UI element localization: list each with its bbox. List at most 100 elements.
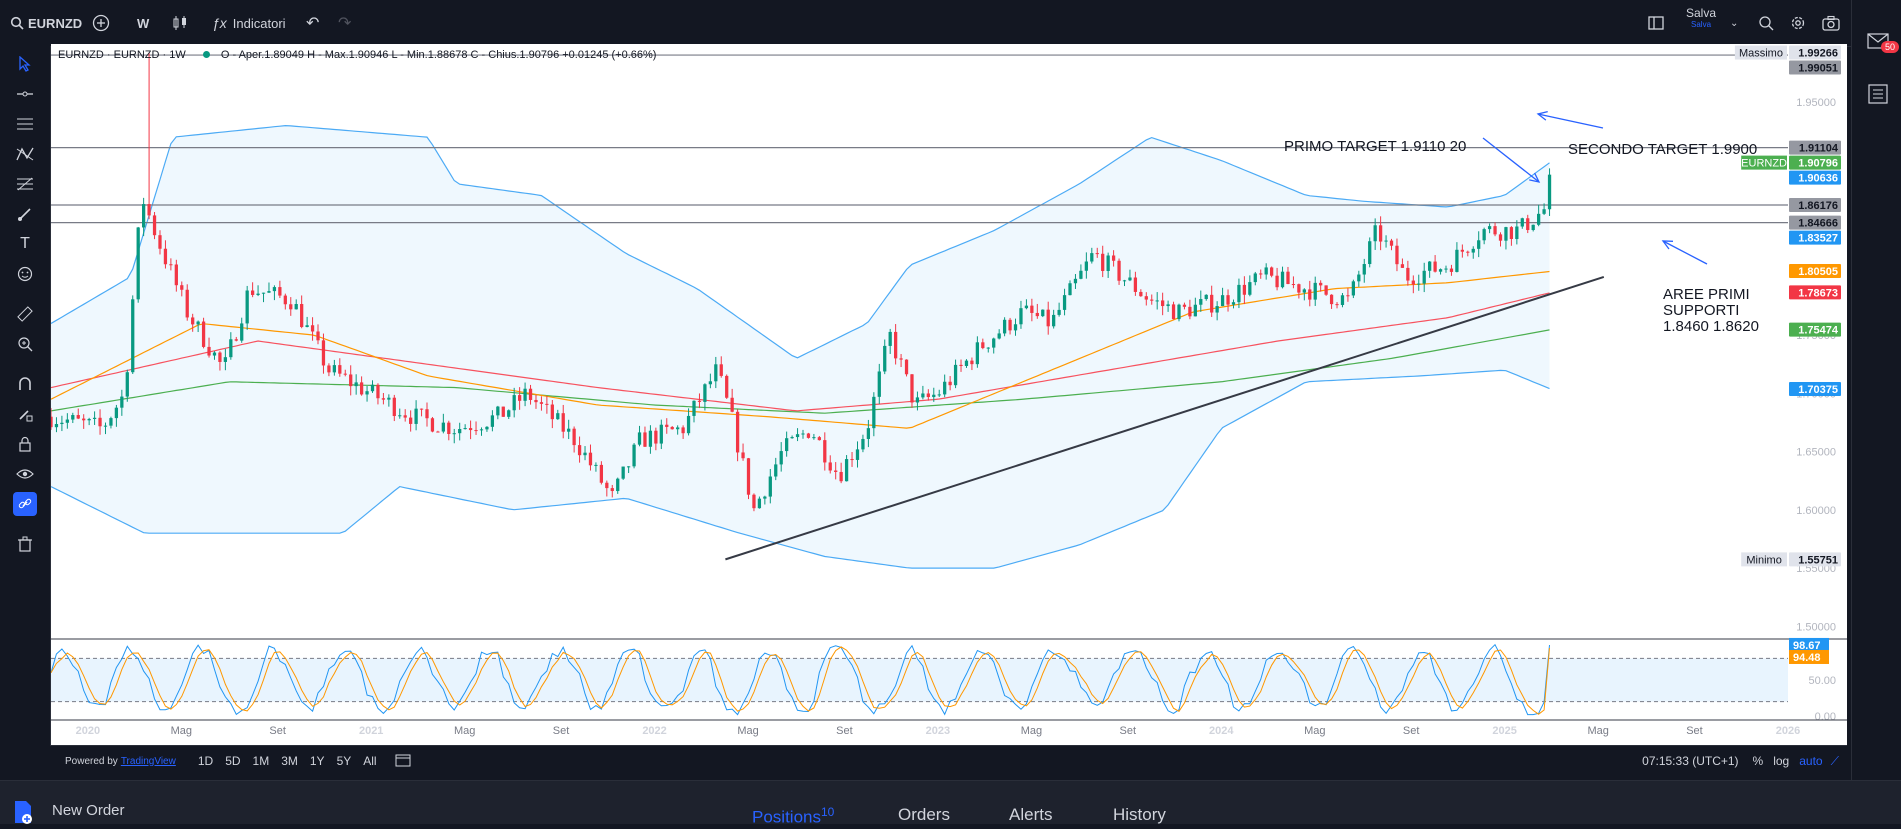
range-1y[interactable]: 1Y <box>309 754 325 768</box>
undo-button[interactable]: ↶ <box>306 12 319 34</box>
tab-alerts[interactable]: Alerts <box>1009 805 1053 824</box>
candle-106 <box>626 466 631 468</box>
arrow-secondo-head <box>1536 111 1548 121</box>
chart-type-button[interactable] <box>172 12 188 34</box>
lock-tool[interactable] <box>13 432 37 456</box>
ruler-tool[interactable] <box>13 302 37 326</box>
tab-history[interactable]: History <box>1113 805 1166 824</box>
snapshot-button[interactable] <box>1822 12 1840 34</box>
candle-116 <box>681 427 685 434</box>
price-chart[interactable]: PRIMO TARGET 1.9110 20 SECONDO TARGET 1.9… <box>51 44 1847 745</box>
quick-search-icon <box>1759 16 1774 31</box>
candle-157 <box>904 359 909 375</box>
candle-165 <box>948 381 952 386</box>
range-1d[interactable]: 1D <box>197 754 214 768</box>
candle-236 <box>1335 304 1339 306</box>
candle-160 <box>921 393 925 398</box>
range-1m[interactable]: 1M <box>252 754 270 768</box>
date-range-button[interactable] <box>395 753 411 770</box>
cursor-tool[interactable] <box>13 52 37 76</box>
candle-254 <box>1433 261 1437 272</box>
indicators-button[interactable]: ƒx Indicatori <box>212 12 286 34</box>
candle-5 <box>76 415 80 419</box>
candle-123 <box>719 364 723 376</box>
log-toggle[interactable]: log <box>1773 754 1790 768</box>
tradingview-link[interactable]: TradingView <box>120 755 176 767</box>
candle-120 <box>703 384 707 402</box>
sync-drawings-tool[interactable] <box>13 492 37 516</box>
lock-icon <box>19 436 31 452</box>
redo-button[interactable]: ↷ <box>338 12 351 34</box>
range-5y[interactable]: 5Y <box>336 754 352 768</box>
range-all[interactable]: All <box>363 754 377 768</box>
candle-193 <box>1101 253 1105 272</box>
zoom-tool[interactable] <box>13 332 37 356</box>
candle-248 <box>1400 264 1405 268</box>
new-order-button[interactable]: New Order <box>14 800 125 829</box>
crosshair-tool[interactable] <box>13 82 37 106</box>
candle-169 <box>970 360 974 365</box>
candle-156 <box>899 358 903 360</box>
scale-settings-button[interactable]: ⟋ <box>1831 754 1839 769</box>
delete-tool[interactable] <box>13 532 37 556</box>
horizontal-lines-tool[interactable] <box>13 112 37 136</box>
candle-85 <box>512 395 516 411</box>
stay-in-drawing-tool[interactable] <box>13 402 37 426</box>
symbol-search-button[interactable]: EURNZD <box>10 12 82 34</box>
percent-toggle[interactable]: % <box>1752 754 1764 768</box>
fib-tool[interactable] <box>13 172 37 196</box>
save-dropdown-button[interactable]: ⌄ <box>1730 12 1738 34</box>
candle-177 <box>1013 324 1018 331</box>
candle-246 <box>1389 240 1394 246</box>
candle-187 <box>1068 283 1072 296</box>
magnet-tool[interactable] <box>13 372 37 396</box>
candle-69 <box>425 409 429 419</box>
resize-icon: ⟋ <box>1830 753 1839 768</box>
price-label-bg-4 <box>1789 170 1841 185</box>
compare-symbol-button[interactable] <box>92 12 110 34</box>
candle-232 <box>1313 282 1317 300</box>
brush-tool[interactable] <box>13 202 37 226</box>
candle-112 <box>659 424 663 444</box>
notifications-button[interactable]: 50 <box>1867 32 1900 55</box>
interval-button[interactable]: W <box>137 15 150 31</box>
candle-30 <box>212 352 217 356</box>
candle-15 <box>131 299 135 373</box>
candle-202 <box>1150 299 1154 301</box>
candle-153 <box>883 345 887 372</box>
auto-toggle[interactable]: auto <box>1799 754 1823 768</box>
tab-orders[interactable]: Orders <box>898 805 950 824</box>
price-label-prefix-0: Massimo <box>1739 48 1783 60</box>
price-label-bg-11 <box>1789 382 1841 397</box>
watchlist-button[interactable] <box>1868 84 1888 109</box>
candle-273 <box>1537 213 1541 225</box>
hide-tool[interactable] <box>13 462 37 486</box>
save-button[interactable]: Salva Salva <box>1686 6 1716 40</box>
candle-174 <box>997 333 1001 339</box>
price-axis: 1.500001.550001.600001.650001.700001.750… <box>1734 45 1841 723</box>
powered-by-label: Powered by <box>65 755 118 767</box>
bollinger-bands <box>51 124 1550 569</box>
candle-210 <box>1193 304 1197 317</box>
candle-245 <box>1384 240 1388 242</box>
candle-214 <box>1215 306 1219 313</box>
candle-89 <box>534 399 538 403</box>
candle-179 <box>1024 305 1029 309</box>
settings-button[interactable] <box>1790 12 1806 34</box>
candle-175 <box>1002 319 1007 334</box>
text-tool[interactable]: T <box>13 232 37 256</box>
range-5d[interactable]: 5D <box>225 754 241 768</box>
candle-172 <box>986 347 990 349</box>
candle-68 <box>419 408 424 410</box>
emoji-tool[interactable] <box>13 262 37 286</box>
candle-191 <box>1090 253 1094 262</box>
layout-button[interactable] <box>1648 12 1664 34</box>
price-label-1: 1.99051 <box>1798 63 1838 75</box>
quick-search-button[interactable] <box>1758 12 1774 34</box>
pattern-tool[interactable] <box>13 142 37 166</box>
candle-212 <box>1204 294 1208 300</box>
range-3m[interactable]: 3M <box>281 754 298 768</box>
tab-positions[interactable]: Positions10 <box>752 805 834 828</box>
candle-81 <box>490 415 495 427</box>
clock-label[interactable]: 07:15:33 (UTC+1) <box>1642 754 1739 768</box>
